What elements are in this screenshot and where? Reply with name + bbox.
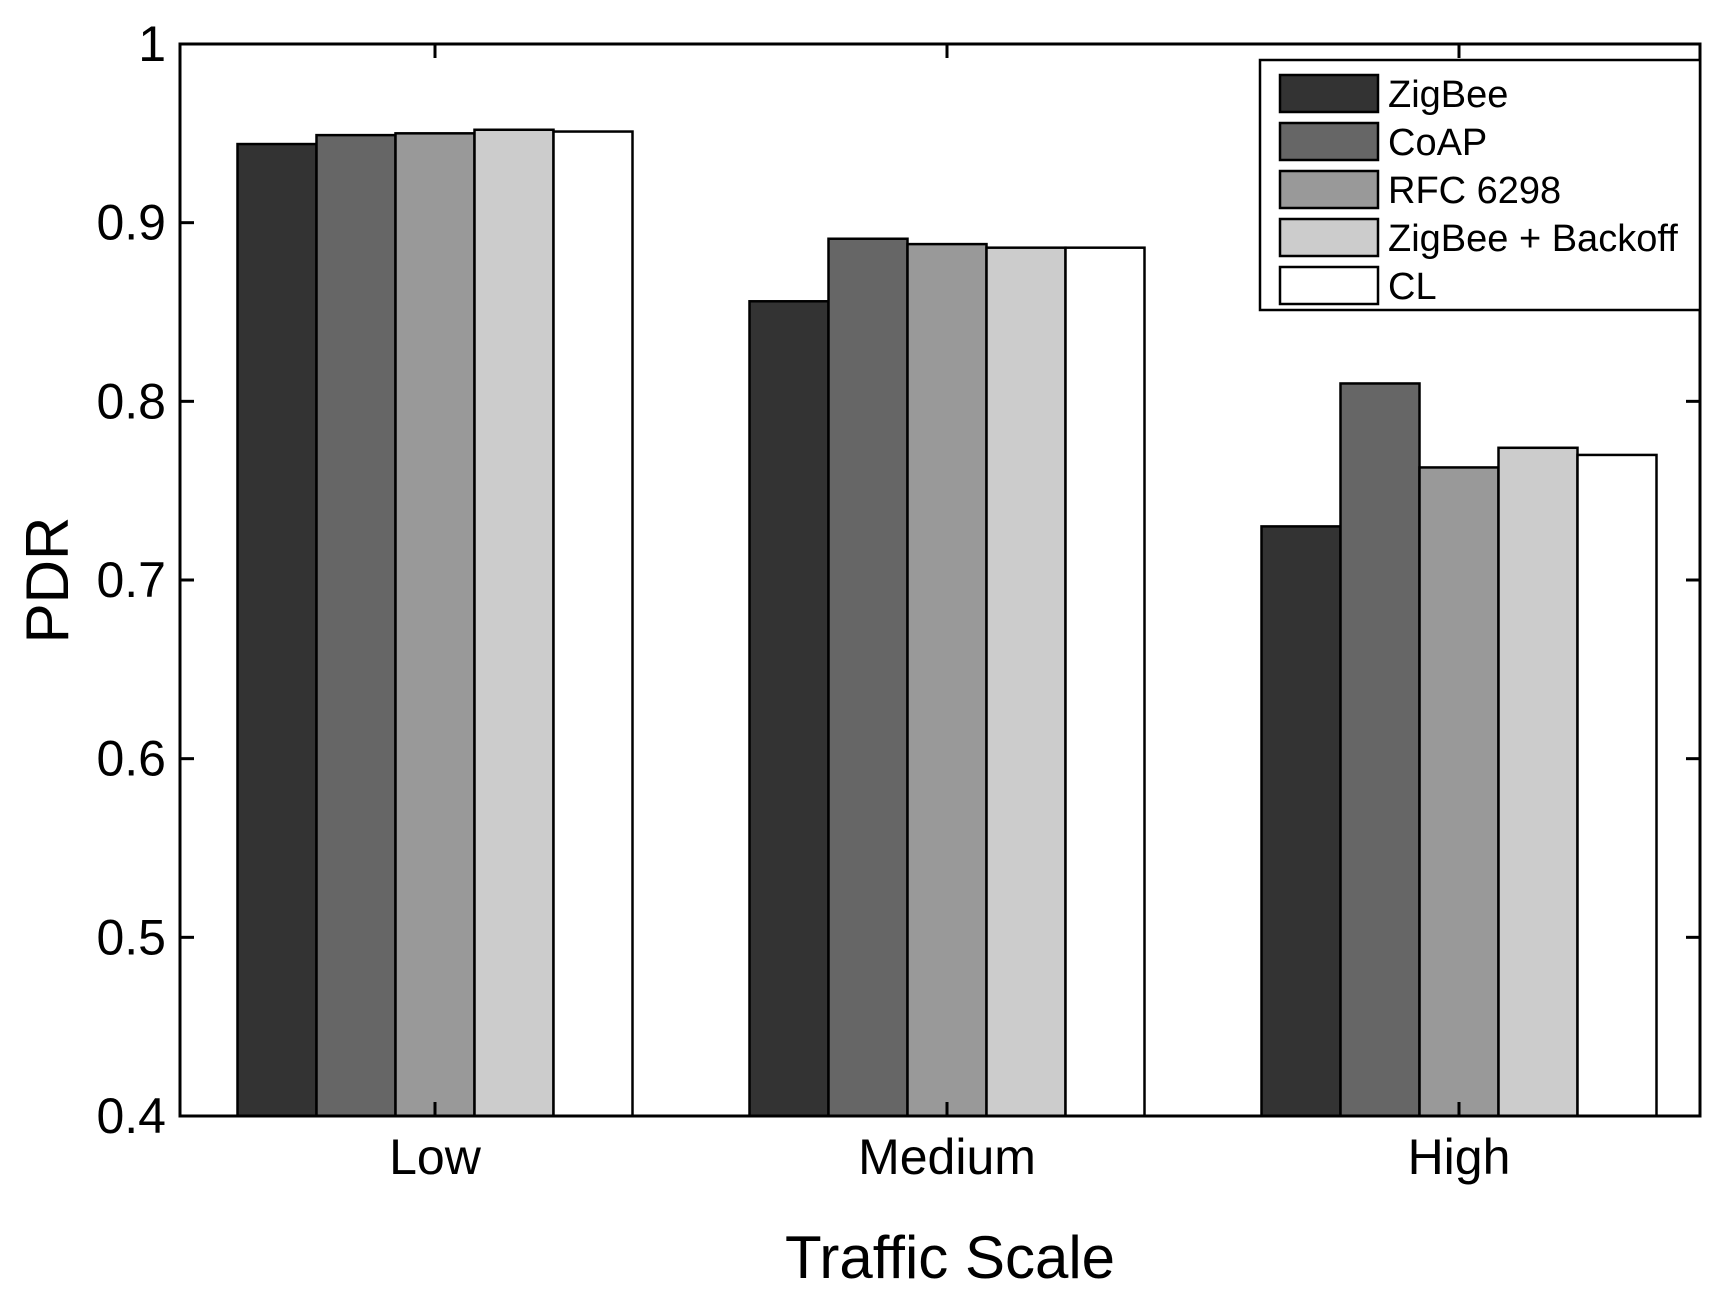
legend-label: ZigBee (1388, 74, 1508, 116)
legend-swatch (1278, 217, 1380, 258)
bar-medium-zigbee (748, 300, 830, 1118)
y-tick-label: 0.7 (96, 552, 166, 608)
bar-low-zigbee (236, 142, 318, 1118)
y-tick-label: 0.8 (96, 373, 166, 429)
bar-low-rfc-6298 (394, 132, 476, 1118)
legend-label: RFC 6298 (1388, 170, 1561, 212)
bars-layer (236, 128, 1658, 1118)
legend-swatch (1278, 73, 1380, 114)
bar-low-cl (552, 130, 634, 1118)
bar-medium-zigbee-backoff (985, 246, 1067, 1118)
y-tick-label: 0.5 (96, 909, 166, 965)
x-tick-label: Low (389, 1129, 482, 1185)
y-tick-label: 0.4 (96, 1088, 166, 1144)
bar-low-zigbee-backoff (473, 128, 555, 1118)
y-tick-label: 0.6 (96, 731, 166, 787)
legend-label: CL (1388, 266, 1437, 308)
bar-high-coap (1339, 382, 1421, 1118)
legend: ZigBee CoAP RFC 6298 ZigBee + Backoff CL (1258, 58, 1702, 312)
legend-swatch (1278, 169, 1380, 210)
ticks-layer: Low Medium High 0.4 0.5 0.6 0.7 0.8 0.9 1 (96, 16, 1700, 1185)
x-tick-label: High (1408, 1129, 1511, 1185)
bar-low-coap (315, 133, 397, 1118)
x-tick-label: Medium (858, 1129, 1036, 1185)
bar-high-zigbee (1260, 525, 1342, 1118)
bar-high-zigbee-backoff (1497, 446, 1579, 1118)
y-axis-title: PDR (14, 517, 81, 644)
legend-label: CoAP (1388, 122, 1487, 164)
y-tick-label: 1 (138, 16, 166, 72)
bar-medium-coap (827, 237, 909, 1118)
legend-label: ZigBee + Backoff (1388, 218, 1678, 260)
bar-medium-rfc-6298 (906, 242, 988, 1118)
legend-swatch (1278, 121, 1380, 162)
bar-medium-cl (1064, 246, 1146, 1118)
x-axis-title: Traffic Scale (785, 1224, 1115, 1291)
bar-high-cl (1576, 453, 1658, 1118)
y-tick-label: 0.9 (96, 195, 166, 251)
bar-high-rfc-6298 (1418, 466, 1500, 1118)
legend-swatch (1278, 265, 1380, 306)
